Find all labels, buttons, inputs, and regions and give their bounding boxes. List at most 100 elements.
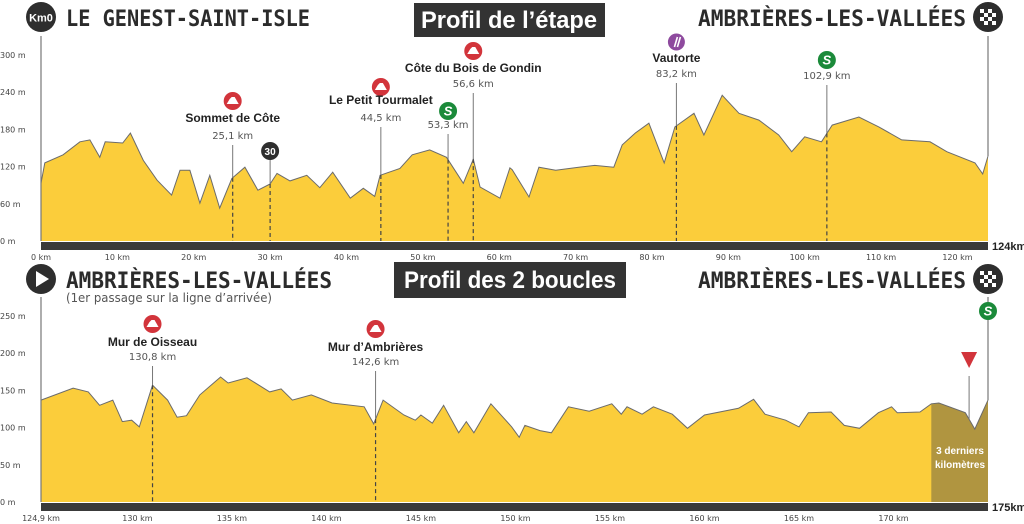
marker-km: 83,2 km <box>656 69 697 80</box>
marker-name: Mur d’Ambrières <box>328 340 424 354</box>
elevation-chart-1: 124km 0 m 60 m 120 m 180 m 240 m 300 m 0 km 10 k… <box>0 33 1024 262</box>
flamme-rouge-icon <box>961 352 978 368</box>
km-30-badge: 30 <box>265 147 277 158</box>
x-tick-label: 90 km <box>716 253 741 262</box>
y-tick-label: 50 m <box>0 461 21 470</box>
km-30-icon: 30 <box>261 142 280 160</box>
x-tick-label: 50 km <box>410 253 435 262</box>
x-tick-label: 155 km <box>595 514 625 523</box>
x-tick-label: 20 km <box>181 253 206 262</box>
x-tick-label: 120 km <box>942 253 972 262</box>
marker-km: 56,6 km <box>453 79 494 90</box>
loops-start-note: (1er passage sur la ligne d’arrivée) <box>66 291 272 305</box>
marker-kom: Sommet de Côte 25,1 km <box>185 92 280 241</box>
total-distance-label: 124km <box>992 241 1024 253</box>
marker-name: Le Petit Tourmalet <box>329 93 433 107</box>
checkered-flag-icon <box>973 264 1003 294</box>
y-tick-label: 240 m <box>0 88 26 97</box>
stage-title: Profil de l’étape <box>421 7 597 34</box>
y-tick-label: 0 m <box>0 498 16 507</box>
marker-name: Côte du Bois de Gondin <box>405 61 542 75</box>
x-tick-label: 165 km <box>784 514 814 523</box>
marker-sprint: S <box>979 302 997 401</box>
feed-zone-icon <box>667 33 685 51</box>
x-tick-label: 100 km <box>790 253 820 262</box>
marker-sprint: S53,3 km <box>428 102 469 241</box>
y-tick-label: 60 m <box>0 200 21 209</box>
x-tick-label: 150 km <box>500 514 530 523</box>
loops-start-city: AMBRIÈRES-LES-VALLÉES <box>66 268 332 294</box>
sprint-icon: S <box>979 302 997 320</box>
distance-bar <box>41 242 988 250</box>
marker-kom: Mur d’Ambrières 142,6 km <box>328 320 424 502</box>
y-tick-label: 250 m <box>0 312 26 321</box>
y-tick-label: 300 m <box>0 51 26 60</box>
last-3km-area <box>931 400 988 502</box>
stage-start-city: LE GENEST-SAINT-ISLE <box>66 7 310 32</box>
x-tick-label: 110 km <box>866 253 896 262</box>
y-tick-label: 180 m <box>0 125 26 134</box>
stage-title-box <box>414 3 605 37</box>
elevation-line <box>40 94 989 210</box>
x-tick-label: 124,9 km <box>22 514 60 523</box>
mountain-climb-icon <box>464 42 483 60</box>
total-distance-label: 175km <box>992 502 1024 514</box>
svg-text:S: S <box>444 104 453 119</box>
y-tick-label: 100 m <box>0 424 26 433</box>
marker-km: 53,3 km <box>428 120 469 131</box>
marker-name: Sommet de Côte <box>185 111 280 125</box>
mountain-climb-icon <box>366 320 385 338</box>
x-tick-label: 135 km <box>217 514 247 523</box>
mountain-climb-icon <box>143 315 162 333</box>
elevation-area <box>41 95 988 241</box>
marker-kom: Côte du Bois de Gondin 56,6 km <box>405 42 542 241</box>
svg-text:S: S <box>823 53 832 68</box>
x-tick-label: 40 km <box>334 253 359 262</box>
marker-km: 25,1 km <box>212 131 253 142</box>
x-tick-label: 0 km <box>31 253 51 262</box>
loops-finish-city: AMBRIÈRES-LES-VALLÉES <box>698 268 966 294</box>
sprint-icon: S <box>439 102 458 120</box>
mountain-climb-icon <box>371 78 390 96</box>
marker-sprint: S 102,9 km <box>803 51 851 241</box>
y-tick-label: 150 m <box>0 386 26 395</box>
checkered-flag-icon <box>973 2 1003 32</box>
play-icon <box>26 264 56 294</box>
loops-title-box <box>394 262 626 298</box>
x-tick-label: 170 km <box>878 514 908 523</box>
mountain-climb-icon <box>223 92 242 110</box>
x-tick-label: 140 km <box>311 514 341 523</box>
svg-text:Km0: Km0 <box>29 13 53 25</box>
x-tick-label: 130 km <box>122 514 152 523</box>
elevation-line <box>40 376 989 439</box>
last-km-label-line1: 3 derniers <box>936 446 984 457</box>
y-tick-label: 120 m <box>0 163 26 172</box>
marker-kom: Mur de Oisseau 130,8 km <box>108 315 197 502</box>
marker-name: Mur de Oisseau <box>108 335 197 349</box>
x-tick-label: 80 km <box>639 253 664 262</box>
x-tick-label: 30 km <box>258 253 283 262</box>
y-tick-label: 0 m <box>0 237 16 246</box>
marker-name: Vautorte <box>652 51 700 65</box>
marker-km30: 30 <box>261 142 280 241</box>
stage-finish-city: AMBRIÈRES-LES-VALLÉES <box>698 6 966 32</box>
marker-km: 102,9 km <box>803 71 850 82</box>
marker-flamme <box>961 352 978 420</box>
elevation-area <box>41 377 988 502</box>
svg-text:S: S <box>984 304 993 319</box>
last-km-label-line2: kilomètres <box>935 460 985 471</box>
marker-feed: Vautorte 83,2 km <box>652 33 701 241</box>
x-tick-label: 160 km <box>689 514 719 523</box>
marker-km: 142,6 km <box>352 357 399 368</box>
marker-km: 44,5 km <box>360 113 401 124</box>
distance-bar <box>41 503 988 511</box>
y-tick-label: 200 m <box>0 349 26 358</box>
x-tick-label: 145 km <box>406 514 436 523</box>
x-tick-label: 60 km <box>487 253 512 262</box>
marker-km: 130,8 km <box>129 352 176 363</box>
loops-title: Profil des 2 boucles <box>404 267 616 294</box>
marker-kom: Le Petit Tourmalet 44,5 km <box>329 78 433 241</box>
x-tick-label: 10 km <box>105 253 130 262</box>
x-tick-label: 70 km <box>563 253 588 262</box>
